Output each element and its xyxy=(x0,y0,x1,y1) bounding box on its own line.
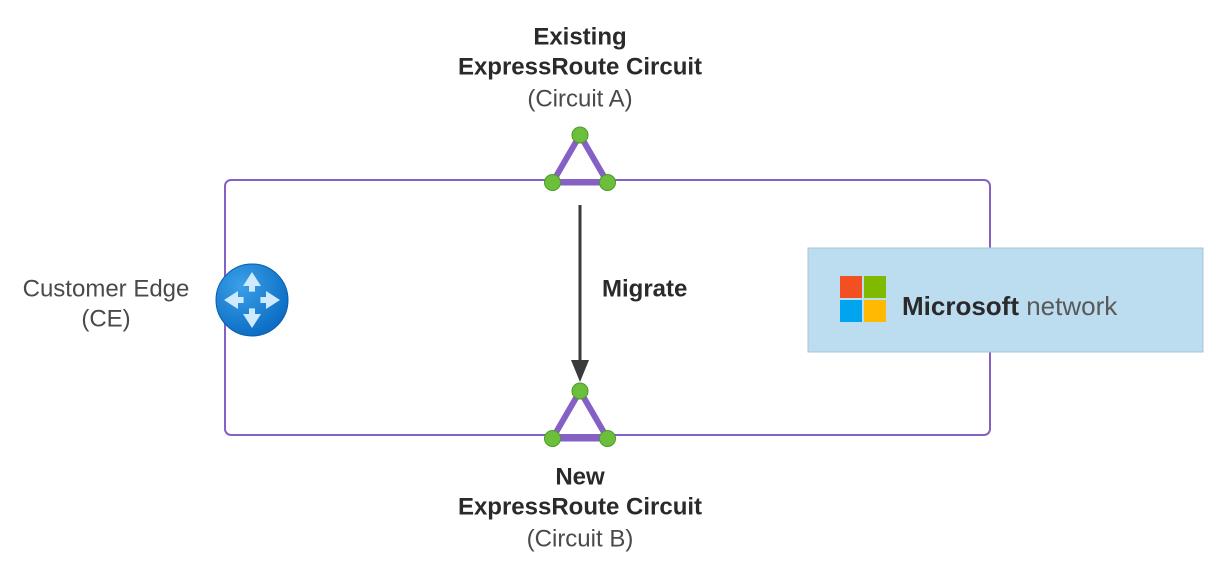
new-subtitle: (Circuit B) xyxy=(527,525,634,552)
existing-subtitle: (Circuit A) xyxy=(527,85,632,112)
ms-logo-tile xyxy=(840,276,862,298)
existing-title-line1: Existing xyxy=(533,23,626,50)
expressroute-top-icon-node xyxy=(572,127,588,143)
new-title-line2: ExpressRoute Circuit xyxy=(458,493,702,520)
expressroute-top-icon-node xyxy=(600,175,616,191)
new-title-line1: New xyxy=(555,463,605,490)
ms-logo-tile xyxy=(864,300,886,322)
existing-title-line2: ExpressRoute Circuit xyxy=(458,53,702,80)
ms-logo-tile xyxy=(864,276,886,298)
migrate-label: Migrate xyxy=(602,275,687,302)
expressroute-top-icon-node xyxy=(545,175,561,191)
expressroute-bottom-icon-node xyxy=(545,431,561,447)
expressroute-bottom-icon-node xyxy=(572,383,588,399)
customer-edge-label-line2: (CE) xyxy=(81,305,130,332)
microsoft-network-label: Microsoft network xyxy=(902,291,1118,321)
customer-edge-label-line1: Customer Edge xyxy=(23,275,190,302)
ms-logo-tile xyxy=(840,300,862,322)
expressroute-bottom-icon-node xyxy=(600,431,616,447)
